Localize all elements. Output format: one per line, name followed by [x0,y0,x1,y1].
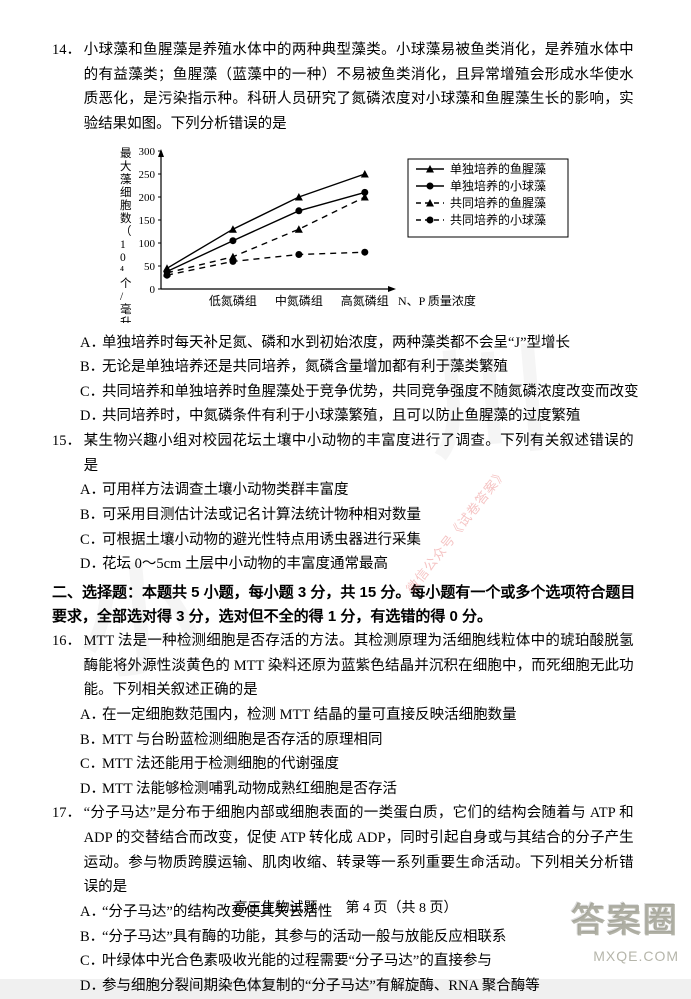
q16-opt-B: B．MTT 与台盼蓝检测细胞是否存活的原理相同 [52,728,639,753]
q15-opt-C: C．可根据土壤小动物的避光性特点用诱虫器进行采集 [52,528,639,553]
svg-text:⁴: ⁴ [120,265,124,277]
svg-text:0: 0 [120,252,126,264]
svg-text:（: （ [120,225,132,238]
question-16: 16． MTT 法是一种检测细胞是否存活的方法。其检测原理为活细胞线粒体中的琥珀… [52,629,639,703]
opt-text: 共同培养时，中氮磷条件有利于小球藻繁殖，且可以防止鱼腥藻的过度繁殖 [102,408,581,424]
svg-text:高氮磷组: 高氮磷组 [340,293,388,308]
svg-text:胞: 胞 [120,198,132,212]
svg-text:大: 大 [120,159,132,173]
question-17: 17． “分子马达”是分布于细胞内部或细胞表面的一类蛋白质，它们的结构会随着与 … [52,801,639,900]
q16-number: 16． [52,629,80,654]
svg-text:1: 1 [120,239,126,251]
opt-text: 花坛 0～5cm 土层中小动物的丰富度通常最高 [102,556,388,572]
svg-text:中氮磷组: 中氮磷组 [274,293,322,308]
q16-stem: MTT 法是一种检测细胞是否存活的方法。其检测原理为活细胞线粒体中的琥珀酸脱氢酶… [84,629,634,703]
opt-text: MTT 法能够检测哺乳动物成熟红细胞是否存活 [102,781,397,797]
question-15: 15． 某生物兴趣小组对校园花坛土壤中小动物的丰富度进行了调查。下列有关叙述错误… [52,429,639,478]
opt-text: 共同培养和单独培养时鱼腥藻处于竞争优势，共同竞争强度不随氮磷浓度改变而改变 [102,384,639,400]
q14-stem: 小球藻和鱼腥藻是养殖水体中的两种典型藻类。小球藻易被鱼类消化，是养殖水体中的有益… [84,38,634,137]
q17-opt-D: D．参与细胞分裂间期染色体复制的“分子马达”有解旋酶、RNA 聚合酶等 [52,974,639,999]
opt-label: C． [80,528,102,553]
q14-opt-D: D．共同培养时，中氮磷条件有利于小球藻繁殖，且可以防止鱼腥藻的过度繁殖 [52,404,639,429]
opt-label: D． [80,404,102,429]
opt-label: A． [80,478,102,503]
opt-label: B． [80,503,102,528]
svg-text:共同培养的小球藻: 共同培养的小球藻 [450,212,546,227]
opt-label: D． [80,777,102,802]
svg-text:50: 50 [144,261,156,273]
svg-text:共同培养的鱼腥藻: 共同培养的鱼腥藻 [450,195,546,210]
svg-text:0: 0 [149,284,155,296]
q15-opt-B: B．可采用目测估计法或记名计算法统计物种相对数量 [52,503,639,528]
opt-text: MTT 与台盼蓝检测细胞是否存活的原理相同 [102,732,382,748]
q15-opt-D: D．花坛 0～5cm 土层中小动物的丰富度通常最高 [52,552,639,577]
opt-label: D． [80,552,102,577]
opt-label: D． [80,974,102,999]
opt-label: A． [80,703,102,728]
q14-opt-C: C．共同培养和单独培养时鱼腥藻处于竞争优势，共同竞争强度不随氮磷浓度改变而改变 [52,380,639,405]
page: 小 川 14． 小球藻和鱼腥藻是养殖水体中的两种典型藻类。小球藻易被鱼类消化，是… [0,0,691,979]
q16-opt-A: A．在一定细胞数范围内，检测 MTT 结晶的量可直接反映活细胞数量 [52,703,639,728]
opt-text: 在一定细胞数范围内，检测 MTT 结晶的量可直接反映活细胞数量 [102,707,517,723]
opt-label: C． [80,380,102,405]
svg-text:个: 个 [120,277,132,290]
opt-text: “分子马达”具有酶的功能，其参与的活动一般与放能反应相联系 [102,929,506,945]
q14-number: 14． [52,38,80,63]
svg-text:毫: 毫 [120,302,132,316]
section2-heading: 二、选择题：本题共 5 小题，每小题 3 分，共 15 分。每小题有一个或多个选… [52,581,639,629]
svg-text:/: / [120,291,124,303]
svg-text:150: 150 [138,215,155,227]
page-footer: 高三生物试题 第 4 页（共 8 页） [0,897,691,921]
svg-text:最: 最 [120,147,132,160]
opt-label: B． [80,728,102,753]
svg-text:藻: 藻 [120,173,132,186]
q17-number: 17． [52,801,80,826]
q17-opt-C: C．叶绿体中光合色素吸收光能的过程需要“分子马达”的直接参与 [52,949,639,974]
svg-text:300: 300 [138,146,155,158]
svg-text:低氮磷组: 低氮磷组 [208,293,256,308]
opt-text: 可采用目测估计法或记名计算法统计物种相对数量 [102,507,421,523]
q16-opt-D: D．MTT 法能够检测哺乳动物成熟红细胞是否存活 [52,777,639,802]
q14-chart: 0 50 100 150 200 250 300 低氮磷组 中氮磷组 高氮磷组 N、P 质量浓度 最大… [106,143,586,323]
question-14: 14． 小球藻和鱼腥藻是养殖水体中的两种典型藻类。小球藻易被鱼类消化，是养殖水体… [52,38,639,137]
q17-stem: “分子马达”是分布于细胞内部或细胞表面的一类蛋白质，它们的结构会随着与 ATP … [84,801,634,900]
opt-text: 无论是单独培养还是共同培养，氮磷含量增加都有利于藻类繁殖 [102,359,508,375]
svg-text:N、P 质量浓度: N、P 质量浓度 [398,293,476,308]
q16-opt-C: C．MTT 法还能用于检测细胞的代谢强度 [52,752,639,777]
svg-text:升: 升 [120,316,132,323]
svg-text:100: 100 [138,238,155,250]
q15-opt-A: A．可用样方法调查土壤小动物类群丰富度 [52,478,639,503]
opt-text: 可根据土壤小动物的避光性特点用诱虫器进行采集 [102,532,421,548]
opt-label: B． [80,925,102,950]
opt-text: 参与细胞分裂间期染色体复制的“分子马达”有解旋酶、RNA 聚合酶等 [102,978,540,994]
opt-text: 可用样方法调查土壤小动物类群丰富度 [102,482,349,498]
svg-text:250: 250 [138,169,155,181]
opt-label: B． [80,355,102,380]
opt-text: 叶绿体中光合色素吸收光能的过程需要“分子马达”的直接参与 [102,953,492,969]
q14-opt-B: B．无论是单独培养还是共同培养，氮磷含量增加都有利于藻类繁殖 [52,355,639,380]
opt-text: MTT 法还能用于检测细胞的代谢强度 [102,756,339,772]
svg-text:单独培养的小球藻: 单独培养的小球藻 [450,178,546,193]
svg-text:数: 数 [120,211,132,225]
q15-stem: 某生物兴趣小组对校园花坛土壤中小动物的丰富度进行了调查。下列有关叙述错误的是 [84,429,634,478]
opt-label: A． [80,331,102,356]
svg-text:单独培养的鱼腥藻: 单独培养的鱼腥藻 [450,161,546,176]
svg-text:200: 200 [138,192,155,204]
q14-opt-A: A．单独培养时每天补足氮、磷和水到初始浓度，两种藻类都不会呈“J”型增长 [52,331,639,356]
opt-text: 单独培养时每天补足氮、磷和水到初始浓度，两种藻类都不会呈“J”型增长 [102,335,570,351]
q15-number: 15． [52,429,80,454]
q17-opt-B: B．“分子马达”具有酶的功能，其参与的活动一般与放能反应相联系 [52,925,639,950]
chart-svg: 0 50 100 150 200 250 300 低氮磷组 中氮磷组 高氮磷组 N、P 质量浓度 最大… [106,143,586,323]
opt-label: C． [80,752,102,777]
opt-label: C． [80,949,102,974]
svg-text:细: 细 [120,186,132,199]
